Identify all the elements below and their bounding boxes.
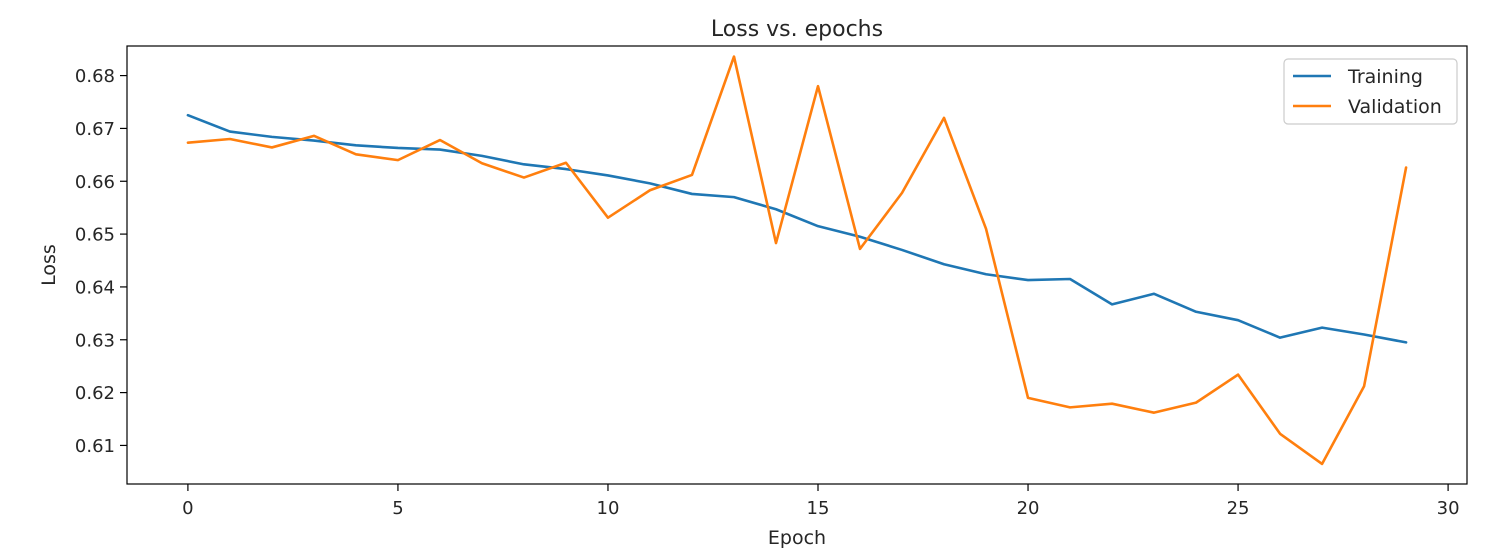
y-tick-label: 0.68 — [75, 66, 115, 87]
plot-area: 0 5 10 15 20 25 30 0.61 0.62 0.63 0.64 0.65 0.66 0.67… — [75, 45, 1468, 519]
y-tick-label: 0.63 — [75, 330, 115, 351]
x-tick-label: 10 — [597, 498, 620, 519]
legend-label-validation: Validation — [1348, 96, 1442, 118]
series-line-training — [186, 113, 1408, 344]
series-line-validation — [186, 55, 1408, 466]
chart-title: Loss vs. epochs — [711, 17, 883, 42]
y-tick-label: 0.61 — [75, 436, 115, 457]
x-tick-label: 20 — [1017, 498, 1040, 519]
y-tick-label: 0.62 — [75, 383, 115, 404]
x-tick-label: 0 — [182, 498, 193, 519]
y-axis-label: Loss — [38, 244, 60, 286]
legend-label-training: Training — [1347, 66, 1423, 88]
y-tick-label: 0.65 — [75, 225, 115, 246]
x-tick-label: 25 — [1227, 498, 1250, 519]
x-tick-label: 5 — [392, 498, 403, 519]
x-tick-label: 15 — [807, 498, 830, 519]
y-tick-label: 0.66 — [75, 172, 115, 193]
x-axis-label: Epoch — [768, 527, 826, 549]
legend: Training Validation — [1283, 58, 1458, 125]
y-tick-label: 0.64 — [75, 277, 115, 298]
y-tick-label: 0.67 — [75, 119, 115, 140]
x-tick-label: 30 — [1437, 498, 1460, 519]
plot-frame — [126, 45, 1468, 485]
